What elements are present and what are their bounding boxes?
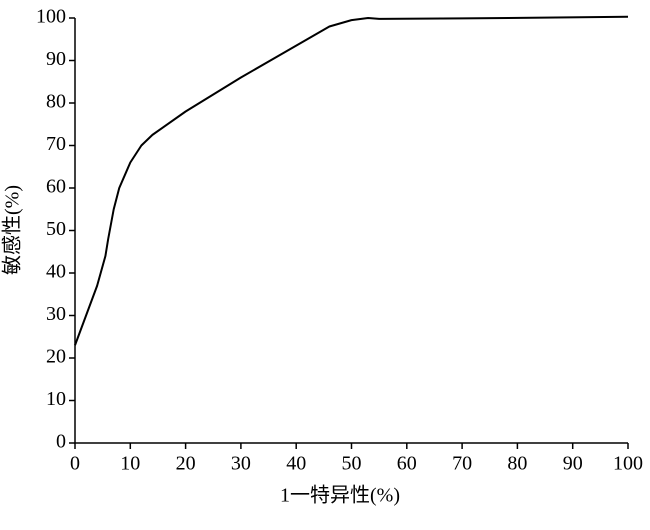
- x-tick-label: 10: [120, 453, 140, 475]
- x-tick-label: 40: [286, 453, 306, 475]
- y-tick-label: 60: [46, 176, 66, 198]
- axes: [74, 18, 628, 444]
- y-tick-label: 40: [46, 261, 66, 283]
- x-tick-label: 20: [176, 453, 196, 475]
- y-tick-label: 90: [46, 48, 66, 70]
- y-tick-label: 0: [56, 431, 66, 453]
- x-tick-label: 0: [70, 453, 80, 475]
- x-axis-label: 1一特异性(%): [280, 484, 400, 507]
- x-tick-label: 90: [563, 453, 583, 475]
- x-tick-label: 50: [342, 453, 362, 475]
- y-tick-label: 80: [46, 91, 66, 113]
- y-axis-label: 敏感性(%): [1, 185, 24, 275]
- line-series: [74, 15, 629, 346]
- y-tick-label: 100: [36, 6, 66, 28]
- x-tick-label: 30: [231, 453, 251, 475]
- x-tick-label: 80: [507, 453, 527, 475]
- x-tick-label: 70: [452, 453, 472, 475]
- y-tick-label: 20: [46, 346, 66, 368]
- x-tick-label: 60: [397, 453, 417, 475]
- y-tick-label: 70: [46, 133, 66, 155]
- y-tick-label: 10: [46, 388, 66, 410]
- y-tick-label: 30: [46, 303, 66, 325]
- y-tick-label: 50: [46, 218, 66, 240]
- x-tick-label: 100: [613, 453, 643, 475]
